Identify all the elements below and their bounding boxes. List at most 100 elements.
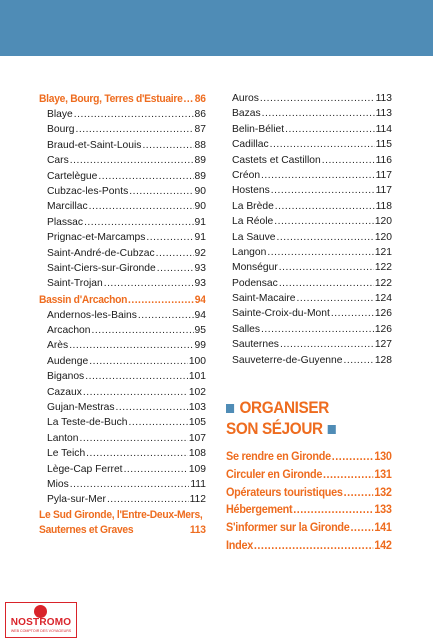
toc-entry[interactable]: Hostens 117 xyxy=(226,183,392,198)
toc-entry[interactable]: Bazas 113 xyxy=(226,106,392,121)
toc-entry[interactable]: Gujan-Mestras 103 xyxy=(39,400,206,415)
toc-entry[interactable]: Sauveterre-de-Guyenne 128 xyxy=(226,353,392,368)
page-number: 93 xyxy=(194,262,206,274)
toc-entry[interactable]: Blaye 86 xyxy=(39,107,206,122)
organiser-item[interactable]: Index 142 xyxy=(226,537,392,555)
toc-entry[interactable]: Braud-et-Saint-Louis 88 xyxy=(39,138,206,153)
toc-entry[interactable]: Sainte-Croix-du-Mont 126 xyxy=(226,306,392,321)
page-number: 117 xyxy=(375,185,392,197)
toc-entry[interactable]: Langon 121 xyxy=(226,245,392,260)
organiser-item[interactable]: S'informer sur la Gironde 141 xyxy=(226,519,392,537)
toc-entry[interactable]: Podensac 122 xyxy=(226,276,392,291)
dot-leader xyxy=(75,122,193,137)
page-number: 94 xyxy=(194,309,206,321)
toc-entry[interactable]: Auros 113 xyxy=(226,91,392,106)
toc-label: La Brède xyxy=(232,200,274,212)
toc-entry[interactable]: Saint-Macaire 124 xyxy=(226,291,392,306)
dot-leader xyxy=(279,276,374,291)
toc-entry[interactable]: Lège-Cap Ferret 109 xyxy=(39,462,206,477)
organiser-item[interactable]: Hébergement 133 xyxy=(226,501,392,519)
toc-entry[interactable]: Créon 117 xyxy=(226,168,392,183)
toc-entry[interactable]: Prignac-et-Marcamps 91 xyxy=(39,230,206,245)
toc-label: Saint-André-de-Cubzac xyxy=(47,247,155,259)
page-number: 126 xyxy=(374,323,392,335)
organiser-list: Se rendre en Gironde 130 Circuler en Giron… xyxy=(226,448,392,555)
toc-entry[interactable]: Monségur 122 xyxy=(226,260,392,275)
dot-leader xyxy=(116,400,188,415)
page-number: 113 xyxy=(375,93,392,104)
toc-entry[interactable]: Sauternes 127 xyxy=(226,337,392,352)
page-number: 91 xyxy=(194,232,206,244)
toc-entry[interactable]: Cubzac-les-Ponts 90 xyxy=(39,184,206,199)
page-number: 86 xyxy=(194,109,206,120)
square-bullet-icon xyxy=(328,425,337,435)
toc-heading-sud-gironde[interactable]: Le Sud Gironde, l'Entre-Deux-Mers, Saute… xyxy=(39,508,206,538)
dot-leader xyxy=(261,322,374,337)
page-number: 122 xyxy=(374,277,392,289)
dot-leader xyxy=(124,462,188,477)
toc-entry[interactable]: Cars 89 xyxy=(39,153,206,168)
toc-entry[interactable]: Saint-André-de-Cubzac 92 xyxy=(39,246,206,261)
toc-entry[interactable]: Andernos-les-Bains 94 xyxy=(39,308,206,323)
toc-entry[interactable]: Plassac 91 xyxy=(39,215,206,230)
heading-line-1: Le Sud Gironde, l'Entre-Deux-Mers, xyxy=(39,508,203,521)
toc-entry[interactable]: Belin-Béliet 114 xyxy=(226,122,392,137)
page-number: 113 xyxy=(375,108,392,120)
toc-entry[interactable]: La Brède 118 xyxy=(226,199,392,214)
toc-heading[interactable]: Blaye, Bourg, Terres d'Estuaire 86 xyxy=(39,91,206,107)
toc-entry[interactable]: Saint-Ciers-sur-Gironde 93 xyxy=(39,261,206,276)
toc-label: Belin-Béliet xyxy=(232,123,285,135)
toc-label: Andernos-les-Bains xyxy=(47,309,137,321)
toc-entry[interactable]: Marcillac 90 xyxy=(39,199,206,214)
toc-entry[interactable]: Pyla-sur-Mer 112 xyxy=(39,492,206,507)
toc-entry[interactable]: La Réole 120 xyxy=(226,214,392,229)
toc-entry[interactable]: Bourg 87 xyxy=(39,122,206,137)
page-number: 105 xyxy=(188,417,206,429)
toc-entry[interactable]: Castets et Castillon 116 xyxy=(226,153,392,168)
toc-entry[interactable]: Biganos 101 xyxy=(39,369,206,384)
toc-entry[interactable]: Cartelègue 89 xyxy=(39,169,206,184)
section-title-line-1: ORGANISER xyxy=(239,398,330,417)
toc-entry[interactable]: Audenge 100 xyxy=(39,354,206,369)
dot-leader xyxy=(70,153,194,168)
dot-leader xyxy=(142,138,193,153)
toc-entry[interactable]: La Sauve 120 xyxy=(226,230,392,245)
globe-icon xyxy=(34,605,47,618)
dot-leader xyxy=(98,169,193,184)
organiser-item[interactable]: Opérateurs touristiques 132 xyxy=(226,484,392,502)
page-number: 101 xyxy=(188,371,206,383)
toc-entry[interactable]: Arcachon 95 xyxy=(39,323,206,338)
toc-entry[interactable]: Salles 126 xyxy=(226,322,392,337)
organiser-item[interactable]: Circuler en Gironde 131 xyxy=(226,466,392,484)
toc-entry[interactable]: Cazaux 102 xyxy=(39,385,206,400)
toc-label: Cazaux xyxy=(47,386,82,398)
toc-heading[interactable]: Bassin d'Arcachon 94 xyxy=(39,292,206,308)
dot-leader xyxy=(69,338,193,353)
dot-leader xyxy=(350,519,373,537)
dot-leader xyxy=(107,492,189,507)
toc-label: Biganos xyxy=(47,371,85,383)
toc-label: Audenge xyxy=(47,355,89,367)
logo-tagline: WEB COMPTOIR DES VOYAGEURS xyxy=(10,629,72,633)
toc-entry[interactable]: Saint-Trojan 93 xyxy=(39,276,206,291)
toc-label: Arès xyxy=(47,340,69,352)
organiser-item[interactable]: Se rendre en Gironde 130 xyxy=(226,448,392,466)
toc-entry[interactable]: Lanton 107 xyxy=(39,431,206,446)
dot-leader xyxy=(297,291,374,306)
toc-entry[interactable]: Mios 111 xyxy=(39,477,206,492)
toc-label: La Sauve xyxy=(232,231,276,243)
toc-label: Arcachon xyxy=(47,325,91,337)
toc-entry[interactable]: Cadillac 115 xyxy=(226,137,392,152)
page-number: 142 xyxy=(374,537,392,552)
page-number: 88 xyxy=(194,139,206,151)
toc-label: Auros xyxy=(232,93,259,104)
page-number: 92 xyxy=(194,247,206,259)
dot-leader xyxy=(86,446,188,461)
toc-label: Saint-Trojan xyxy=(47,278,103,290)
page-number: 116 xyxy=(375,154,392,166)
toc-label: Bazas xyxy=(232,108,261,120)
toc-entry[interactable]: Arès 99 xyxy=(39,338,206,353)
dot-leader xyxy=(138,308,194,323)
toc-entry[interactable]: La Teste-de-Buch 105 xyxy=(39,415,206,430)
toc-entry[interactable]: Le Teich 108 xyxy=(39,446,206,461)
